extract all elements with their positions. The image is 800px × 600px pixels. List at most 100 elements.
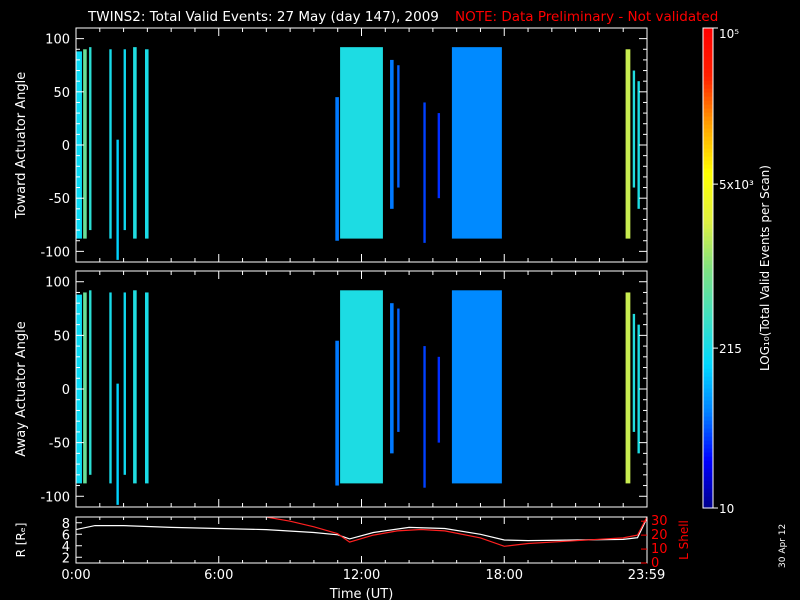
colorbar-tick-label: 10 xyxy=(719,502,734,516)
x-tick-label: 18:00 xyxy=(486,568,523,583)
lshell-series-line xyxy=(266,517,647,547)
colorbar-segment xyxy=(703,64,713,69)
colorbar-segment xyxy=(703,88,713,93)
y-axis-label: Away Actuator Angle xyxy=(14,321,29,456)
colorbar-segment xyxy=(703,440,713,445)
colorbar-segment xyxy=(703,396,713,401)
colorbar-segment xyxy=(703,312,713,317)
colorbar-segment xyxy=(703,216,713,221)
heatmap-band xyxy=(632,70,636,188)
colorbar-segment xyxy=(703,104,713,109)
colorbar-segment xyxy=(703,32,713,37)
colorbar-segment xyxy=(703,428,713,433)
y-axis-label: R [Rₑ] xyxy=(14,523,28,558)
colorbar-segment xyxy=(703,384,713,389)
colorbar-segment xyxy=(703,332,713,337)
heatmap-band xyxy=(335,97,339,241)
y-axis-label: Toward Actuator Angle xyxy=(14,72,29,219)
colorbar-segment xyxy=(703,256,713,261)
colorbar-segment xyxy=(703,500,713,505)
colorbar-segment xyxy=(703,112,713,117)
heatmap-band xyxy=(637,324,640,454)
colorbar-segment xyxy=(703,148,713,153)
colorbar-segment xyxy=(703,324,713,329)
heatmap-band xyxy=(123,292,126,475)
colorbar-segment xyxy=(703,72,713,77)
y-tick-label: 50 xyxy=(53,329,70,344)
colorbar-segment xyxy=(703,448,713,453)
colorbar-segment xyxy=(703,492,713,497)
heatmap-band xyxy=(397,65,400,188)
date-stamp: 30 Apr 12 xyxy=(778,524,788,568)
colorbar-tick-label: 5x10³ xyxy=(719,178,754,192)
colorbar-segment xyxy=(703,44,713,49)
colorbar: 10 215 5x10³ 10⁵ LOG₁₀(Total Valid Events pe… xyxy=(702,27,772,516)
y2-tick-label: 20 xyxy=(651,528,668,543)
colorbar-segment xyxy=(703,144,713,149)
heatmap-band xyxy=(625,49,631,239)
heatmap-band xyxy=(83,292,87,484)
colorbar-segment xyxy=(703,356,713,361)
heatmap-band xyxy=(109,292,112,484)
colorbar-segment xyxy=(703,204,713,209)
colorbar-segment xyxy=(703,84,713,89)
heatmap-band xyxy=(451,47,502,239)
colorbar-segment xyxy=(703,400,713,405)
colorbar-segment xyxy=(703,380,713,385)
colorbar-segment xyxy=(703,160,713,165)
colorbar-segment xyxy=(703,392,713,397)
y-tick-label: 50 xyxy=(53,86,70,101)
y2-tick-label: 30 xyxy=(651,514,668,529)
colorbar-segment xyxy=(703,260,713,265)
colorbar-segment xyxy=(703,368,713,373)
colorbar-segment xyxy=(703,388,713,393)
heatmap-band xyxy=(144,292,149,484)
colorbar-tick-label: 10⁵ xyxy=(719,27,739,41)
colorbar-segment xyxy=(703,128,713,133)
y-tick-label: 0 xyxy=(62,383,70,398)
heatmap-band xyxy=(116,139,119,260)
y-tick-label: -50 xyxy=(49,437,70,452)
colorbar-segment xyxy=(703,28,713,33)
colorbar-segment xyxy=(703,212,713,217)
colorbar-segment xyxy=(703,308,713,313)
heatmap-band xyxy=(423,102,426,243)
colorbar-segment xyxy=(703,292,713,297)
colorbar-segment xyxy=(703,224,713,229)
toward-panel: 100 50 0 -50 -100 Toward Actuator Angle xyxy=(14,27,648,263)
colorbar-segment xyxy=(703,80,713,85)
heatmap-band xyxy=(437,356,441,443)
colorbar-segment xyxy=(703,436,713,441)
colorbar-segment xyxy=(703,192,713,197)
heatmap-band xyxy=(390,59,394,209)
colorbar-segment xyxy=(703,272,713,277)
colorbar-segment xyxy=(703,320,713,325)
colorbar-segment xyxy=(703,40,713,45)
colorbar-segment xyxy=(703,48,713,53)
colorbar-segment xyxy=(703,92,713,97)
colorbar-segment xyxy=(703,248,713,253)
colorbar-segment xyxy=(703,412,713,417)
colorbar-segment xyxy=(703,296,713,301)
colorbar-segment xyxy=(703,56,713,61)
heatmap-band xyxy=(116,383,119,505)
y-tick-label: 8 xyxy=(62,517,70,532)
heatmap-band xyxy=(632,313,636,432)
colorbar-segment xyxy=(703,96,713,101)
colorbar-segment xyxy=(703,420,713,425)
heatmap-band xyxy=(625,292,631,484)
colorbar-segment xyxy=(703,240,713,245)
colorbar-segment xyxy=(703,348,713,353)
colorbar-segment xyxy=(703,484,713,489)
heatmap-band xyxy=(133,47,137,239)
colorbar-segment xyxy=(703,300,713,305)
figure-title: TWINS2: Total Valid Events: 27 May (day … xyxy=(87,9,439,25)
colorbar-segment xyxy=(703,304,713,309)
colorbar-segment xyxy=(703,416,713,421)
heatmap-band xyxy=(340,47,383,239)
colorbar-segment xyxy=(703,352,713,357)
y-tick-label: 0 xyxy=(62,139,70,154)
colorbar-segment xyxy=(703,228,713,233)
colorbar-segment xyxy=(703,52,713,57)
